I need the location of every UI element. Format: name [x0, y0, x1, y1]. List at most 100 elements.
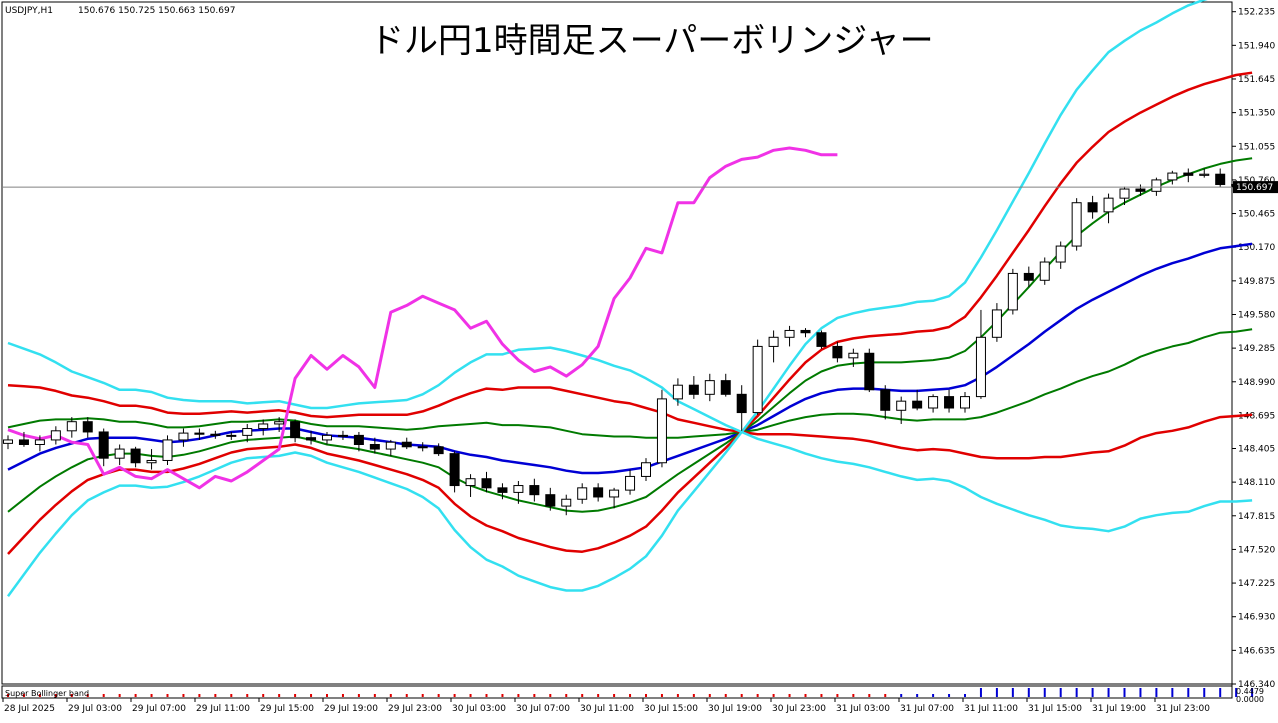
candle-body	[800, 329, 811, 334]
candle-body	[1103, 197, 1114, 213]
candle-body	[417, 446, 428, 449]
candle-body	[880, 389, 891, 411]
candle-body	[593, 487, 604, 498]
candle-body	[1007, 272, 1018, 311]
candle-body	[656, 398, 667, 464]
price-tick-label: 148.990	[1238, 378, 1275, 388]
candle-body	[290, 421, 301, 439]
candle-body	[162, 439, 173, 461]
candle-body	[226, 434, 237, 437]
candle-body	[3, 439, 13, 444]
candle-body	[1135, 188, 1146, 192]
candle-body	[896, 400, 907, 411]
candle-body	[449, 453, 460, 487]
candle-body	[529, 485, 540, 496]
time-tick-label: 31 Jul 07:00	[900, 704, 954, 714]
time-tick-label: 28 Jul 2025	[4, 704, 55, 714]
candle-body	[944, 396, 955, 409]
candle-body	[465, 478, 476, 487]
price-tick-label: 151.645	[1238, 75, 1275, 85]
time-tick-label: 31 Jul 11:00	[964, 704, 1018, 714]
time-tick-label: 29 Jul 11:00	[196, 704, 250, 714]
candle-body	[401, 441, 412, 448]
band-lines	[6, 0, 1253, 597]
candle-body	[848, 352, 859, 359]
candle-body	[513, 485, 524, 493]
candle-body	[577, 487, 588, 500]
candle-body	[1087, 202, 1098, 213]
candle-body	[258, 423, 269, 430]
candle-body	[1039, 261, 1050, 281]
price-axis: 152.235 151.940 151.645 151.350 151.055 150.7…	[1232, 8, 1275, 690]
candle-body	[912, 400, 923, 409]
candle-body	[130, 448, 141, 464]
price-tick-label: 151.055	[1238, 142, 1275, 152]
indicator-value-low: 0.0000	[1236, 695, 1264, 704]
price-tick-label: 148.110	[1238, 478, 1275, 488]
candle-body	[768, 336, 779, 347]
candle-body	[545, 494, 556, 507]
candle-body	[337, 434, 348, 437]
time-tick-label: 31 Jul 15:00	[1028, 704, 1082, 714]
price-tick-label: 148.695	[1238, 411, 1275, 421]
candle-body	[385, 441, 396, 450]
time-tick-label: 31 Jul 03:00	[836, 704, 890, 714]
time-tick-label: 31 Jul 23:00	[1156, 704, 1210, 714]
time-tick-label: 29 Jul 19:00	[324, 704, 378, 714]
candle-body	[353, 434, 364, 446]
header-ohlc: 150.676 150.725 150.663 150.697	[78, 6, 235, 16]
indicator-label: Super Bollinger band	[5, 689, 89, 698]
candle-body	[66, 421, 77, 432]
candle-body	[864, 352, 875, 391]
candle-body	[688, 384, 699, 395]
price-tick-label: 149.285	[1238, 344, 1275, 354]
candle-body	[146, 459, 157, 464]
candle-body	[1199, 173, 1210, 176]
candle-body	[1119, 188, 1130, 199]
series-m2-line	[7, 383, 1253, 460]
candle-body	[1023, 272, 1034, 281]
candle-body	[960, 396, 970, 409]
price-tick-label: 147.520	[1238, 545, 1275, 555]
indicator-frame	[1, 685, 1233, 699]
candle-body	[18, 439, 29, 446]
candlesticks	[3, 168, 1258, 516]
price-tick-label: 147.225	[1238, 579, 1275, 589]
time-tick-label: 29 Jul 03:00	[68, 704, 122, 714]
price-tick-label: 149.580	[1238, 310, 1275, 320]
series-m3-line	[7, 341, 1253, 533]
candle-body	[1055, 245, 1066, 263]
candle-body	[832, 345, 843, 359]
candle-body	[322, 434, 332, 441]
series-p2-line	[7, 71, 1253, 555]
candle-body	[736, 393, 747, 414]
price-tag	[1233, 181, 1278, 194]
time-tick-label: 31 Jul 19:00	[1092, 704, 1146, 714]
candle-body	[114, 448, 125, 459]
series-p3-line	[6, 0, 1208, 597]
price-tick-label: 146.930	[1238, 613, 1275, 623]
overlay-title: ドル円1時間足スーパーボリンジャー	[370, 21, 934, 61]
candle-body	[481, 478, 492, 489]
header-symbol: USDJPY,H1	[5, 6, 53, 16]
indicator-value-high: 0.4479	[1236, 687, 1264, 696]
price-tick-label: 146.635	[1238, 646, 1275, 656]
candle-body	[609, 489, 620, 498]
candle-body	[98, 431, 109, 459]
time-tick-label: 30 Jul 03:00	[452, 704, 506, 714]
plot-frame	[1, 1, 1233, 685]
price-tick-label: 147.815	[1238, 512, 1275, 522]
price-tick-label: 148.405	[1238, 444, 1275, 454]
price-tag-text: 150.697	[1236, 183, 1273, 193]
time-tick-label: 30 Jul 19:00	[708, 704, 762, 714]
candle-body	[194, 432, 205, 435]
candle-body	[928, 396, 939, 409]
candle-body	[1215, 173, 1226, 185]
time-axis: 28 Jul 2025 29 Jul 03:00 29 Jul 07:00 29 Ju…	[2, 698, 1210, 714]
candle-body	[210, 433, 221, 436]
candle-body	[178, 432, 189, 441]
candle-body	[34, 439, 45, 446]
candle-body	[306, 437, 317, 441]
